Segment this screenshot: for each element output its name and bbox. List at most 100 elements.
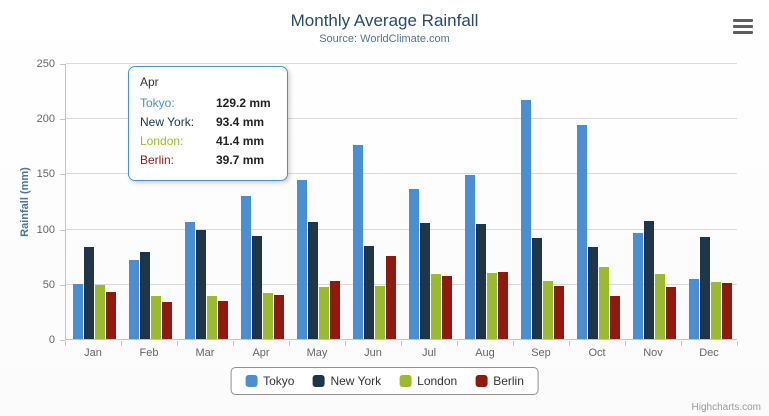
bar-berlin-jan[interactable]	[105, 292, 116, 339]
bar-london-may[interactable]	[318, 287, 329, 339]
bar-london-mar[interactable]	[206, 295, 217, 339]
y-axis-tick-label: 150	[36, 168, 55, 181]
x-axis-tick	[345, 341, 346, 346]
tooltip-row-berlin: Berlin: 39.7 mm	[140, 153, 276, 167]
bar-berlin-jul[interactable]	[441, 275, 452, 339]
chart-context-menu-button[interactable]	[731, 19, 755, 34]
bar-london-jul[interactable]	[430, 273, 441, 339]
bar-tokyo-aug[interactable]	[464, 175, 475, 339]
legend-item-london[interactable]: London	[399, 374, 457, 388]
bar-group-jan	[66, 64, 122, 339]
legend-label-london: London	[417, 374, 458, 388]
legend-label-new-york: New York	[330, 374, 382, 388]
tooltip-value: 39.7 mm	[216, 153, 265, 167]
bar-berlin-nov[interactable]	[665, 287, 676, 339]
berlin-swatch-icon	[475, 375, 488, 387]
bar-london-jan[interactable]	[94, 285, 105, 339]
bar-london-dec[interactable]	[710, 282, 721, 339]
x-axis-label-dec: Dec	[699, 347, 719, 359]
bar-london-feb[interactable]	[150, 296, 161, 339]
bar-tokyo-apr[interactable]	[240, 196, 251, 339]
bar-group-nov	[626, 64, 682, 339]
bar-new-york-nov[interactable]	[643, 221, 654, 339]
bar-tokyo-nov[interactable]	[632, 233, 643, 339]
x-axis-tick	[233, 341, 234, 346]
bar-berlin-may[interactable]	[329, 280, 340, 339]
bar-new-york-sep[interactable]	[531, 238, 542, 339]
bar-berlin-aug[interactable]	[497, 272, 508, 339]
bar-tokyo-mar[interactable]	[184, 221, 195, 339]
tooltip-series-name: London:	[140, 134, 184, 148]
bar-london-sep[interactable]	[542, 281, 553, 339]
bar-berlin-sep[interactable]	[553, 286, 564, 339]
london-swatch-icon	[399, 375, 412, 387]
bar-group-feb	[122, 64, 178, 339]
x-axis-tick	[65, 341, 66, 346]
legend-label-tokyo: Tokyo	[263, 374, 295, 388]
tokyo-swatch-icon	[245, 375, 258, 387]
bar-london-jun[interactable]	[374, 285, 385, 339]
bar-new-york-may[interactable]	[307, 221, 318, 339]
x-axis-tick	[121, 341, 122, 346]
bar-london-apr[interactable]	[262, 293, 273, 339]
bar-london-oct[interactable]	[598, 267, 609, 339]
gridline	[66, 118, 737, 120]
bar-tokyo-jan[interactable]	[72, 283, 83, 339]
bar-group-dec	[682, 64, 738, 339]
x-axis-label-oct: Oct	[588, 347, 606, 359]
gridline	[66, 63, 737, 64]
bar-london-aug[interactable]	[486, 273, 497, 339]
bar-berlin-apr[interactable]	[273, 295, 284, 339]
bar-tokyo-jun[interactable]	[352, 144, 363, 339]
legend-item-new-york[interactable]: New York	[312, 374, 381, 388]
y-axis-tick-label: 50	[42, 278, 55, 291]
bar-new-york-feb[interactable]	[139, 252, 150, 339]
bar-new-york-oct[interactable]	[587, 246, 598, 339]
bar-tokyo-dec[interactable]	[688, 278, 699, 339]
legend-item-tokyo[interactable]: Tokyo	[245, 374, 294, 388]
tooltip-value: 41.4 mm	[216, 134, 265, 148]
x-axis-label-apr: Apr	[252, 347, 270, 359]
y-axis-tick-label: 200	[36, 113, 55, 126]
bar-new-york-jul[interactable]	[419, 223, 430, 339]
plot-area	[65, 63, 738, 340]
bar-tokyo-may[interactable]	[296, 180, 307, 339]
x-axis-tick	[513, 341, 514, 346]
legend: Tokyo New York London Berlin	[230, 367, 539, 395]
bar-new-york-dec[interactable]	[699, 237, 710, 339]
x-axis-label-jan: Jan	[84, 347, 102, 359]
bar-new-york-jan[interactable]	[83, 246, 94, 339]
bar-new-york-apr[interactable]	[251, 235, 262, 339]
bar-tokyo-oct[interactable]	[576, 124, 587, 339]
bar-new-york-jun[interactable]	[363, 245, 374, 339]
y-axis-tick	[60, 340, 65, 341]
bar-tokyo-sep[interactable]	[520, 100, 531, 339]
bar-group-jul	[402, 64, 458, 339]
bar-berlin-dec[interactable]	[721, 282, 732, 339]
bar-tokyo-feb[interactable]	[128, 260, 139, 339]
bar-new-york-mar[interactable]	[195, 230, 206, 339]
tooltip-header: Apr	[140, 75, 159, 89]
tooltip-series-name: New York:	[140, 115, 195, 129]
legend-item-berlin[interactable]: Berlin	[475, 374, 524, 388]
bar-berlin-oct[interactable]	[609, 295, 620, 339]
hamburger-icon	[733, 19, 753, 22]
y-axis-tick	[60, 119, 65, 121]
bar-london-nov[interactable]	[654, 273, 665, 339]
bar-new-york-aug[interactable]	[475, 223, 486, 339]
new-york-swatch-icon	[312, 375, 325, 387]
bar-berlin-feb[interactable]	[161, 302, 172, 339]
y-axis-tick	[60, 229, 65, 231]
gridline	[66, 228, 737, 230]
tooltip-rows: Tokyo: 129.2 mm New York: 93.4 mm London: 41.…	[140, 96, 276, 167]
tooltip-value: 129.2 mm	[216, 96, 271, 110]
bar-berlin-jun[interactable]	[385, 255, 396, 339]
y-axis-tick	[60, 64, 65, 65]
y-axis-tick-label: 0	[48, 334, 55, 346]
x-axis-tick	[289, 341, 290, 346]
bar-tokyo-jul[interactable]	[408, 189, 419, 339]
x-axis-tick	[177, 341, 178, 346]
bar-berlin-mar[interactable]	[217, 300, 228, 339]
credits-link[interactable]: Highcharts.com	[691, 402, 761, 413]
